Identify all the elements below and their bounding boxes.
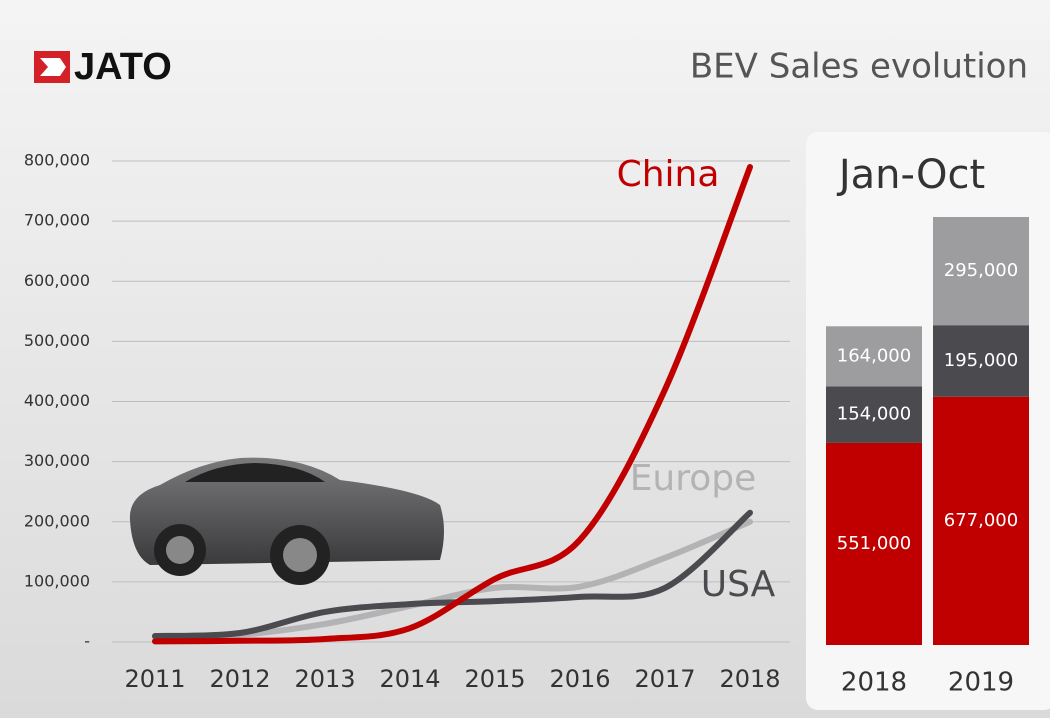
y-tick-label: - (84, 632, 90, 651)
series-label: China (617, 154, 720, 195)
y-tick-label: 600,000 (24, 271, 90, 290)
y-tick-label: 300,000 (24, 451, 90, 470)
panel-title: Jan-Oct (836, 152, 985, 198)
x-tick-label: 2019 (948, 668, 1014, 698)
value-label: 195,000 (944, 350, 1018, 371)
car-rim (283, 538, 317, 572)
x-tick-label: 2011 (124, 665, 185, 693)
series-label: USA (701, 564, 776, 605)
series-label: Europe (630, 458, 757, 499)
value-label: 677,000 (944, 510, 1018, 531)
value-label: 551,000 (837, 533, 911, 554)
logo: JATO (34, 46, 172, 88)
car-illustration (129, 457, 444, 585)
value-label: 154,000 (837, 404, 911, 425)
value-label: 164,000 (837, 345, 911, 366)
bar-segment (933, 325, 1029, 397)
y-tick-label: 400,000 (24, 391, 90, 410)
x-tick-label: 2013 (294, 665, 355, 693)
y-tick-label: 700,000 (24, 211, 90, 230)
value-label: 295,000 (944, 260, 1018, 281)
bar-segment (826, 326, 922, 387)
car-body (129, 457, 444, 565)
chart-title: BEV Sales evolution (690, 47, 1028, 87)
x-tick-label: 2017 (634, 665, 695, 693)
bar-segment (826, 386, 922, 443)
x-tick-label: 2018 (841, 668, 907, 698)
logo-arrow (40, 58, 66, 76)
line-series (152, 164, 753, 645)
x-tick-label: 2012 (209, 665, 270, 693)
logo-text: JATO (74, 46, 172, 88)
car-window (185, 463, 325, 482)
car-rim (166, 536, 194, 564)
x-tick-label: 2014 (379, 665, 440, 693)
y-tick-label: 200,000 (24, 511, 90, 530)
bar-segment (933, 217, 1029, 326)
x-tick-label: 2018 (719, 665, 780, 693)
x-tick-label: 2015 (464, 665, 525, 693)
y-tick-label: 100,000 (24, 571, 90, 590)
bar-segment (826, 442, 922, 645)
bar-segment (933, 396, 1029, 645)
y-tick-label: 500,000 (24, 331, 90, 350)
x-tick-label: 2016 (549, 665, 610, 693)
y-tick-label: 800,000 (24, 151, 90, 170)
